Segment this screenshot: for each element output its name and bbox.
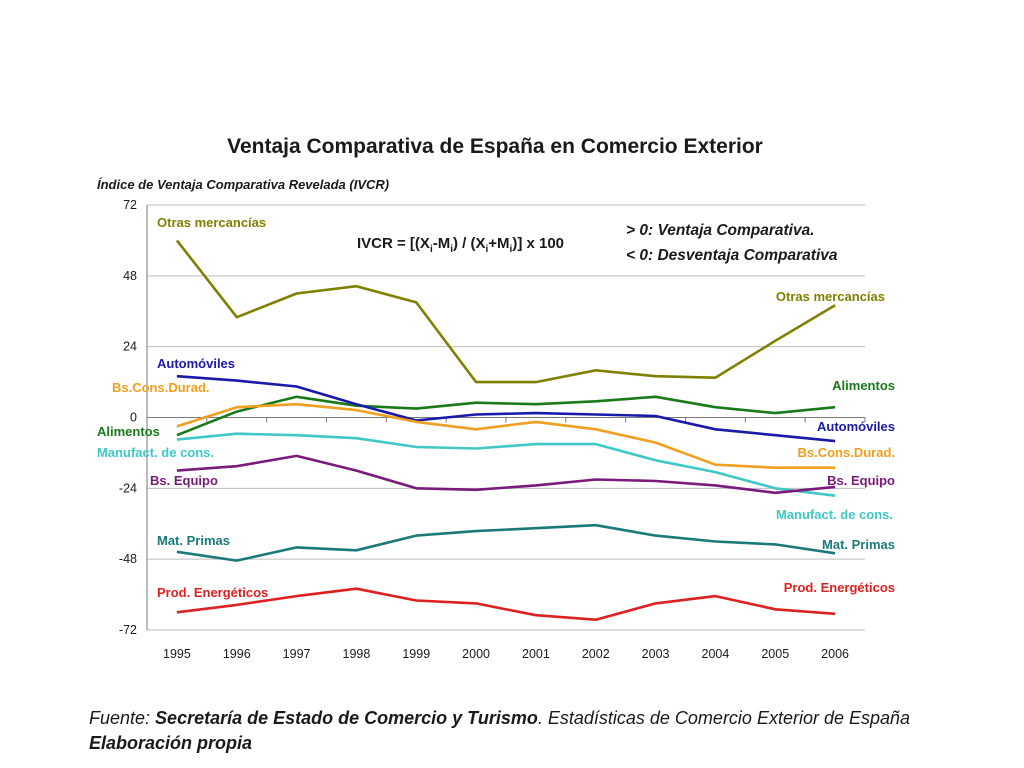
note-disadvantage: < 0: Desventaja Comparativa — [626, 247, 838, 264]
x-tick-label-10: 2005 — [761, 647, 789, 661]
ivcr-formula: IVCR = [(Xi-Mi) / (Xi+Mi)] x 100 — [357, 235, 564, 255]
series-label-1: Otras mercancías — [776, 289, 885, 304]
series-label-4: Alimentos — [97, 424, 160, 439]
x-tick-label-8: 2003 — [642, 647, 670, 661]
y-axis-ticks: -72 -48 -24 0 24 48 72 — [119, 198, 137, 637]
series-label-6: Automóviles — [817, 419, 895, 434]
x-tick-label-9: 2004 — [702, 647, 730, 661]
y-tick-label-2: -24 — [119, 481, 137, 495]
source-line2: Elaboración propia — [89, 733, 253, 753]
x-tick-label-3: 1998 — [343, 647, 371, 661]
x-tick-label-6: 2001 — [522, 647, 550, 661]
source-org: Secretaría de Estado de Comercio y Turis… — [155, 708, 538, 728]
x-tick-label-0: 1995 — [163, 647, 191, 661]
x-tick-label-2: 1997 — [283, 647, 311, 661]
series-lines — [175, 239, 836, 622]
series-label-10: Bs. Equipo — [827, 473, 895, 488]
gridlines — [146, 204, 866, 631]
y-tick-label-4: 24 — [123, 340, 137, 354]
series-line-7 — [176, 587, 836, 622]
series-line-4 — [176, 432, 836, 497]
series-label-8: Bs.Cons.Durad. — [797, 445, 895, 460]
x-tick-label-4: 1999 — [402, 647, 430, 661]
series-label-14: Prod. Energéticos — [157, 585, 268, 600]
x-tick-label-1: 1996 — [223, 647, 251, 661]
series-label-5: Alimentos — [832, 378, 895, 393]
x-tick-label-11: 2006 — [821, 647, 849, 661]
series-label-3: Bs.Cons.Durad. — [112, 380, 210, 395]
series-label-15: Prod. Energéticos — [784, 580, 895, 595]
source-prefix: Fuente: — [89, 708, 156, 728]
series-line-6 — [176, 523, 836, 562]
source-middle: . Estadísticas de Comercio Exterior de E… — [537, 708, 911, 728]
series-label-13: Mat. Primas — [822, 537, 895, 552]
source-note: Fuente: Secretaría de Estado de Comercio… — [89, 706, 1009, 756]
y-tick-label-0: -72 — [119, 623, 137, 637]
chart-title: Ventaja Comparativa de España en Comerci… — [227, 135, 763, 158]
series-line-3 — [176, 402, 836, 470]
x-axis-ticks: 1995 1996 1997 1998 1999 2000 2001 2002 2003 2004… — [163, 647, 849, 661]
series-label-2: Automóviles — [157, 356, 235, 371]
y-tick-label-1: -48 — [119, 552, 137, 566]
ivcr-line-chart: Ventaja Comparativa de España en Comerci… — [97, 135, 895, 661]
series-labels: Otras mercancías Otras mercancías Automóvi… — [97, 215, 895, 600]
series-label-7: Manufact. de cons. — [97, 445, 214, 460]
series-line-1 — [176, 395, 836, 437]
series-label-11: Manufact. de cons. — [776, 507, 893, 522]
x-tick-label-5: 2000 — [462, 647, 490, 661]
note-advantage: > 0: Ventaja Comparativa. — [626, 222, 815, 239]
y-tick-label-6: 72 — [123, 198, 137, 212]
series-label-0: Otras mercancías — [157, 215, 266, 230]
series-line-2 — [176, 374, 836, 443]
x-tick-label-7: 2002 — [582, 647, 610, 661]
y-tick-label-3: 0 — [130, 411, 137, 425]
y-axis-label: Índice de Ventaja Comparativa Revelada (… — [97, 177, 389, 192]
y-tick-label-5: 48 — [123, 269, 137, 283]
series-line-0 — [175, 239, 836, 384]
series-line-5 — [176, 454, 836, 495]
series-label-9: Bs. Equipo — [150, 473, 218, 488]
series-label-12: Mat. Primas — [157, 533, 230, 548]
